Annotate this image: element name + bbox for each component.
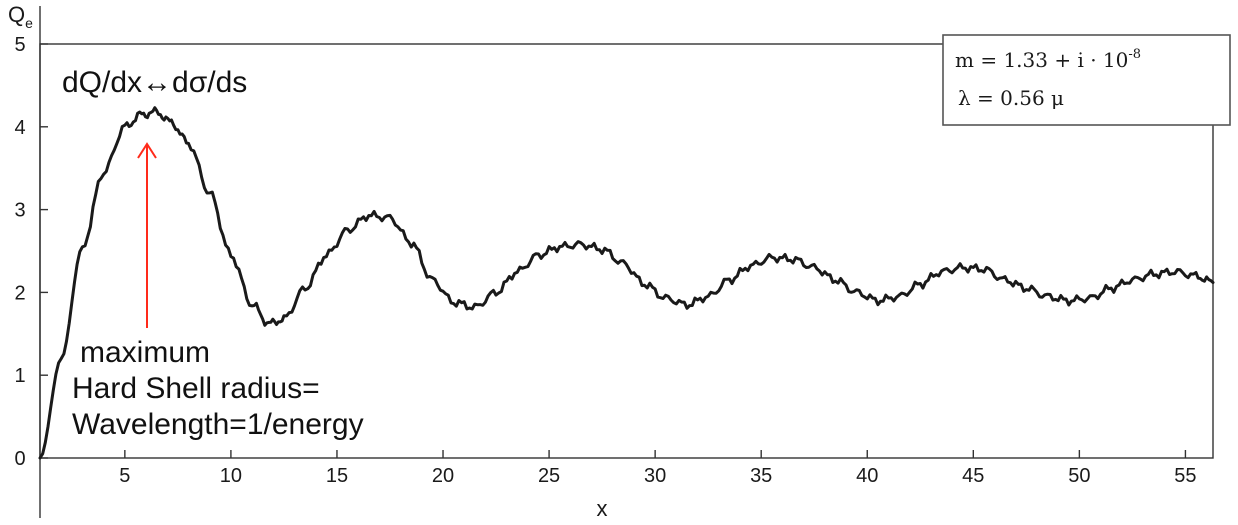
x-tick-label: 25 — [538, 465, 560, 487]
annotation-maximum: maximum — [80, 336, 210, 369]
annotation-wavelength: Wavelength=1/energy — [72, 408, 364, 441]
series-line — [38, 106, 1215, 460]
y-tick-label: 5 — [14, 34, 25, 56]
x-tick-label: 45 — [962, 465, 984, 487]
x-axis-label: x — [597, 496, 608, 521]
x-tick-label: 55 — [1174, 465, 1196, 487]
x-tick-label: 10 — [220, 465, 242, 487]
y-axis-label: Qe — [8, 2, 33, 31]
x-tick-label: 40 — [856, 465, 878, 487]
x-tick-label: 5 — [119, 465, 130, 487]
y-axis-label-subscript: e — [25, 15, 33, 31]
parameter-legend-box — [942, 34, 1231, 126]
x-tick-label: 20 — [432, 465, 454, 487]
y-tick-label: 3 — [14, 200, 25, 222]
y-tick-label: 2 — [14, 282, 25, 304]
legend-refractive-index: m = 1.33 + i · 10-8 — [955, 47, 1141, 72]
x-tick-label: 35 — [750, 465, 772, 487]
legend-exponent: -8 — [1128, 47, 1141, 62]
annotation-hard-shell: Hard Shell radius= — [72, 372, 320, 405]
x-tick-label: 30 — [644, 465, 666, 487]
x-axis-ticks: 5 10 15 20 25 30 35 40 45 50 55 — [119, 450, 1197, 487]
y-tick-label: 0 — [14, 448, 25, 470]
parameter-legend: m = 1.33 + i · 10-8 λ = 0.56 μ — [942, 34, 1231, 126]
maximum-arrow — [137, 142, 157, 328]
y-tick-label: 4 — [14, 117, 25, 139]
y-tick-label: 1 — [14, 365, 25, 387]
annotation-derivative: dQ/dx↔dσ/ds — [62, 66, 247, 99]
maximum-arrow-head — [137, 142, 157, 159]
y-axis-ticks: 0 1 2 3 4 5 — [14, 34, 48, 470]
x-tick-label: 50 — [1068, 465, 1090, 487]
x-tick-label: 15 — [326, 465, 348, 487]
legend-wavelength: λ = 0.56 μ — [958, 86, 1064, 110]
